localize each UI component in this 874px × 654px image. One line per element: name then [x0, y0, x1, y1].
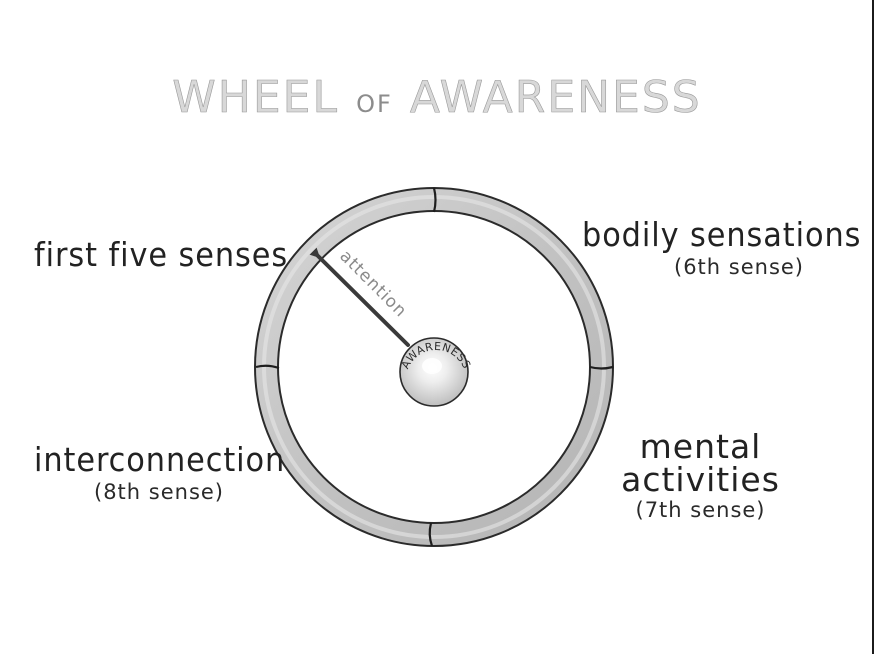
rim-divider-right [589, 365, 614, 370]
label-interconnection: interconnection (8th sense) [34, 443, 307, 503]
label-interconnection-text: interconnection [34, 440, 286, 479]
wheel-rim-highlight [262, 195, 606, 539]
title-word-awareness: AWARENESS [409, 72, 702, 124]
label-bodily-sensations-sub: (6th sense) [674, 255, 804, 279]
rim-divider-left [255, 364, 280, 370]
label-first-five-senses-text: first five senses [34, 235, 289, 274]
label-mental-line2: activities [621, 460, 780, 499]
title-word-of: OF [356, 90, 393, 118]
label-bodily-sensations-text: bodily sensations [582, 215, 862, 254]
attention-arrow [309, 247, 410, 347]
diagram-title: WHEEL OF AWARENESS [0, 72, 874, 124]
rim-divider-top [432, 187, 437, 213]
label-first-five-senses: first five senses [34, 238, 310, 271]
rim-divider-bottom [428, 522, 434, 547]
hub-shine [422, 358, 442, 374]
label-bodily-sensations: bodily sensations (6th sense) [582, 218, 874, 278]
label-interconnection-sub: (8th sense) [94, 480, 224, 504]
label-mental-activities: mental activities (7th sense) [618, 430, 783, 521]
title-word-wheel: WHEEL [172, 72, 339, 124]
frame-edge [872, 0, 874, 654]
label-mental-sub: (7th sense) [635, 498, 766, 522]
label-mental-line1: mental [639, 427, 762, 466]
